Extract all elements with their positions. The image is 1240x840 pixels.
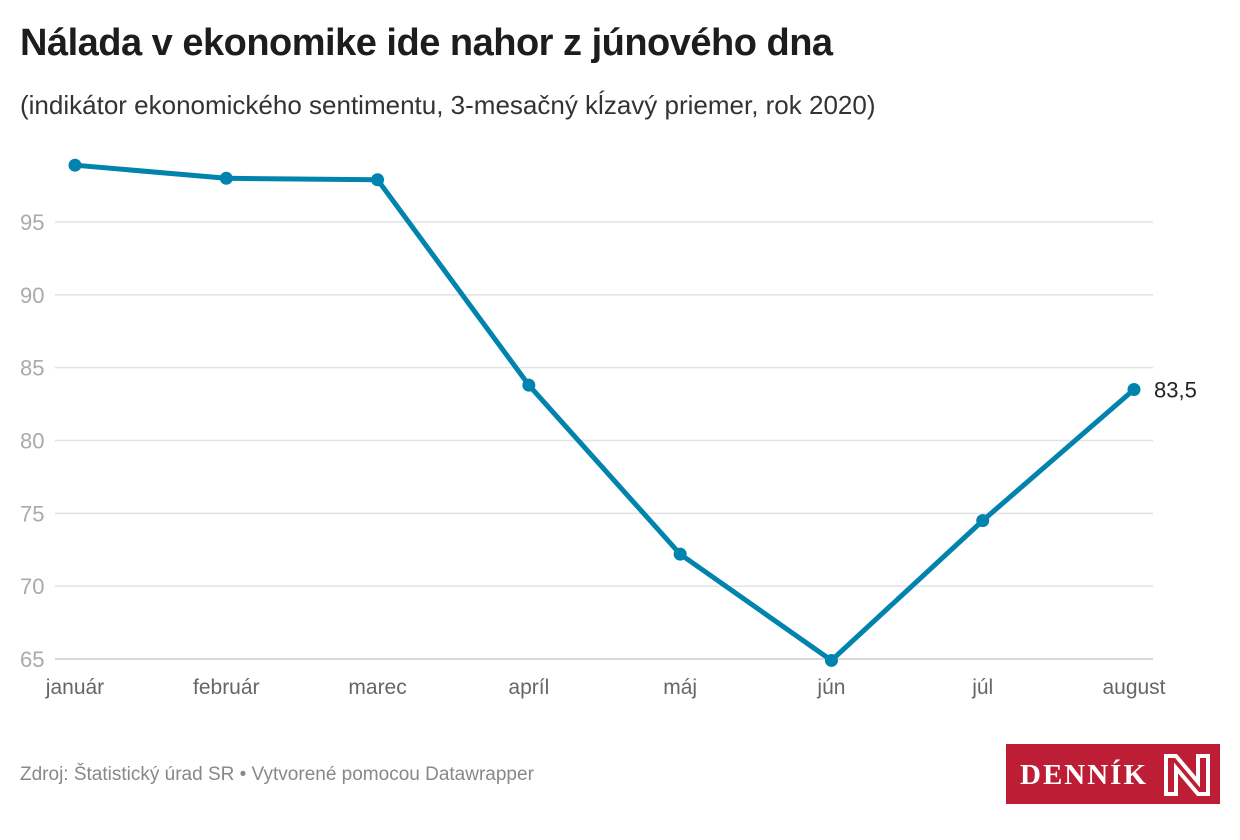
data-point <box>824 653 838 667</box>
value-label: 83,5 <box>1154 378 1197 403</box>
x-tick-label: marec <box>348 676 406 699</box>
data-point <box>522 378 536 392</box>
source-note: Zdroj: Štatistický úrad SR • Vytvorené p… <box>20 764 534 785</box>
data-point <box>219 171 233 185</box>
dennik-n-logo: DENNÍK <box>1006 744 1220 804</box>
data-point <box>371 173 385 187</box>
x-tick-label: august <box>1102 676 1165 699</box>
line-chart: 65 70 75 80 85 90 95 január február marec apríl máj… <box>20 158 1197 699</box>
y-tick-label: 95 <box>20 210 44 235</box>
x-tick-label: jún <box>816 676 845 699</box>
y-tick-label: 65 <box>20 647 44 672</box>
data-point <box>976 514 990 528</box>
data-point <box>1127 383 1141 397</box>
chart-subtitle: (indikátor ekonomického sentimentu, 3-me… <box>20 90 876 120</box>
y-tick-label: 85 <box>20 356 44 381</box>
svg-text:DENNÍK: DENNÍK <box>1020 758 1148 791</box>
x-tick-label: júl <box>971 676 993 699</box>
series-line <box>74 162 1136 663</box>
chart-title: Nálada v ekonomike ide nahor z júnového … <box>20 22 833 64</box>
y-tick-label: 75 <box>20 501 44 526</box>
x-tick-label: február <box>193 676 260 699</box>
x-tick-label: január <box>45 676 104 699</box>
y-tick-label: 90 <box>20 283 44 308</box>
x-tick-label: apríl <box>508 676 549 699</box>
y-tick-label: 80 <box>20 429 44 454</box>
x-tick-label: máj <box>663 676 697 699</box>
data-point <box>673 547 687 561</box>
y-tick-label: 70 <box>20 574 44 599</box>
data-point <box>68 158 82 172</box>
